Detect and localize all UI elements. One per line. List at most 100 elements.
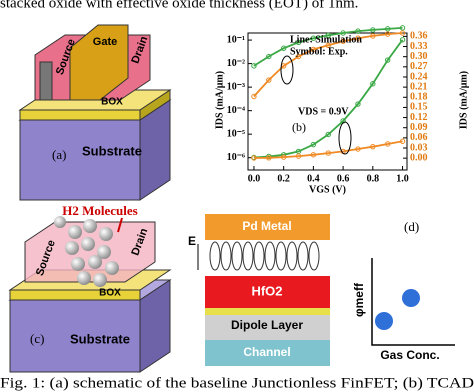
- y2-axis-label: IDS (mA/μm): [458, 71, 469, 129]
- contact: [39, 61, 53, 101]
- point: [266, 155, 272, 161]
- molecules: [54, 216, 119, 287]
- y2-tick-label: 0.36: [410, 31, 428, 42]
- point: [355, 146, 361, 152]
- substrate-front: [19, 119, 141, 201]
- point: [280, 154, 287, 160]
- point: [370, 27, 376, 33]
- tag: (a): [52, 147, 66, 162]
- metal: [205, 214, 330, 240]
- annotation: Line: Simulation: [290, 34, 362, 45]
- label: H2 Molecules: [62, 203, 137, 218]
- x-tick-label: 1.0: [396, 173, 409, 184]
- point: [325, 150, 331, 156]
- point: [325, 42, 331, 49]
- point: [399, 138, 406, 144]
- y-axis-label: IDS (mA/μm): [214, 71, 225, 129]
- point: [384, 57, 391, 63]
- y-tick-label: 10⁻⁵: [227, 128, 245, 139]
- x-tick-label: 0.4: [307, 173, 320, 184]
- dipole-layer: [205, 315, 330, 340]
- point: [310, 46, 317, 53]
- x-tick-label: 0.6: [337, 173, 350, 184]
- tag: (c): [30, 331, 44, 346]
- point: [399, 37, 406, 43]
- series-line: [253, 140, 403, 159]
- panel-c: H2 Molecules Source Drain BOX Substrate …: [8, 203, 172, 373]
- marker-ring: [280, 55, 294, 85]
- point: [399, 25, 406, 31]
- point: [340, 38, 346, 44]
- dipoles: [209, 241, 320, 271]
- point: [310, 152, 317, 158]
- label: Substrate: [70, 331, 130, 346]
- panel-tag: (b): [292, 120, 306, 134]
- x-axis-label: VGS (V): [309, 184, 346, 195]
- label: Pd Metal: [242, 219, 291, 233]
- point: [399, 30, 406, 36]
- label: Dipole Layer: [231, 318, 303, 332]
- annotation: Symbol: Exp.: [290, 46, 348, 57]
- series-line: [253, 32, 403, 98]
- point: [266, 53, 272, 60]
- point: [266, 77, 272, 83]
- dot: [375, 312, 393, 330]
- point: [384, 31, 391, 37]
- x-tick-label: 0.8: [367, 173, 380, 184]
- fin: [24, 221, 156, 283]
- point: [384, 141, 391, 147]
- box-side: [139, 89, 171, 121]
- chart: 0.0 0.2 0.4 0.6 0.8 1.0 10⁻⁶ 10⁻⁵ 10⁻⁴ 10⁻³ 10⁻² 10…: [214, 25, 469, 195]
- interface: [205, 308, 330, 315]
- y-tick-label: 10⁻⁴: [227, 105, 245, 116]
- y2-tick-label: 0.27: [410, 61, 428, 72]
- box-front: [19, 109, 141, 121]
- y2-tick-label: 0.30: [410, 51, 428, 62]
- point: [295, 39, 302, 46]
- annotation: VDS = 0.9V: [298, 106, 349, 117]
- label: E: [188, 234, 196, 248]
- label: HfO2: [251, 283, 282, 298]
- label: Substrate: [82, 143, 142, 158]
- y2-tick-label: 0.09: [410, 122, 428, 133]
- gate: [69, 24, 129, 101]
- x-tick-label: 0.0: [248, 173, 261, 184]
- series-line: [253, 39, 404, 159]
- arrow: [117, 217, 123, 233]
- point: [310, 141, 317, 148]
- channel: [205, 340, 330, 366]
- y-tick-label: 10⁻¹: [227, 34, 245, 45]
- y2-tick-label: 0.06: [410, 132, 428, 143]
- point: [370, 81, 376, 87]
- marker-ring: [338, 121, 352, 155]
- point: [355, 28, 361, 34]
- point: [310, 35, 317, 41]
- axes: [371, 258, 455, 346]
- x-tick-label: 0.2: [277, 173, 290, 184]
- point: [355, 101, 361, 107]
- y2-tick-label: 0.33: [410, 41, 428, 52]
- point: [370, 33, 376, 39]
- point: [280, 45, 287, 51]
- point: [295, 53, 302, 60]
- y2-tick-label: 0.21: [410, 81, 428, 92]
- substrate-side: [139, 279, 171, 373]
- dot: [402, 289, 420, 307]
- point: [251, 155, 257, 161]
- label: BOX: [99, 288, 121, 299]
- y2-tick-label: 0.15: [410, 102, 428, 113]
- y2-tick-label: 0.00: [410, 152, 428, 163]
- label: BOX: [101, 97, 123, 108]
- point: [251, 93, 257, 100]
- series-line: [253, 27, 403, 67]
- y2-tick-label: 0.18: [410, 92, 428, 103]
- tag: (d): [404, 219, 419, 234]
- label: Channel: [243, 345, 290, 359]
- point: [325, 32, 331, 38]
- panel-a: Source Gate Drain BOX Substrate (a): [18, 24, 172, 201]
- point: [295, 153, 302, 159]
- point: [384, 26, 391, 32]
- y-tick-label: 10⁻³: [227, 81, 245, 92]
- point: [325, 131, 331, 138]
